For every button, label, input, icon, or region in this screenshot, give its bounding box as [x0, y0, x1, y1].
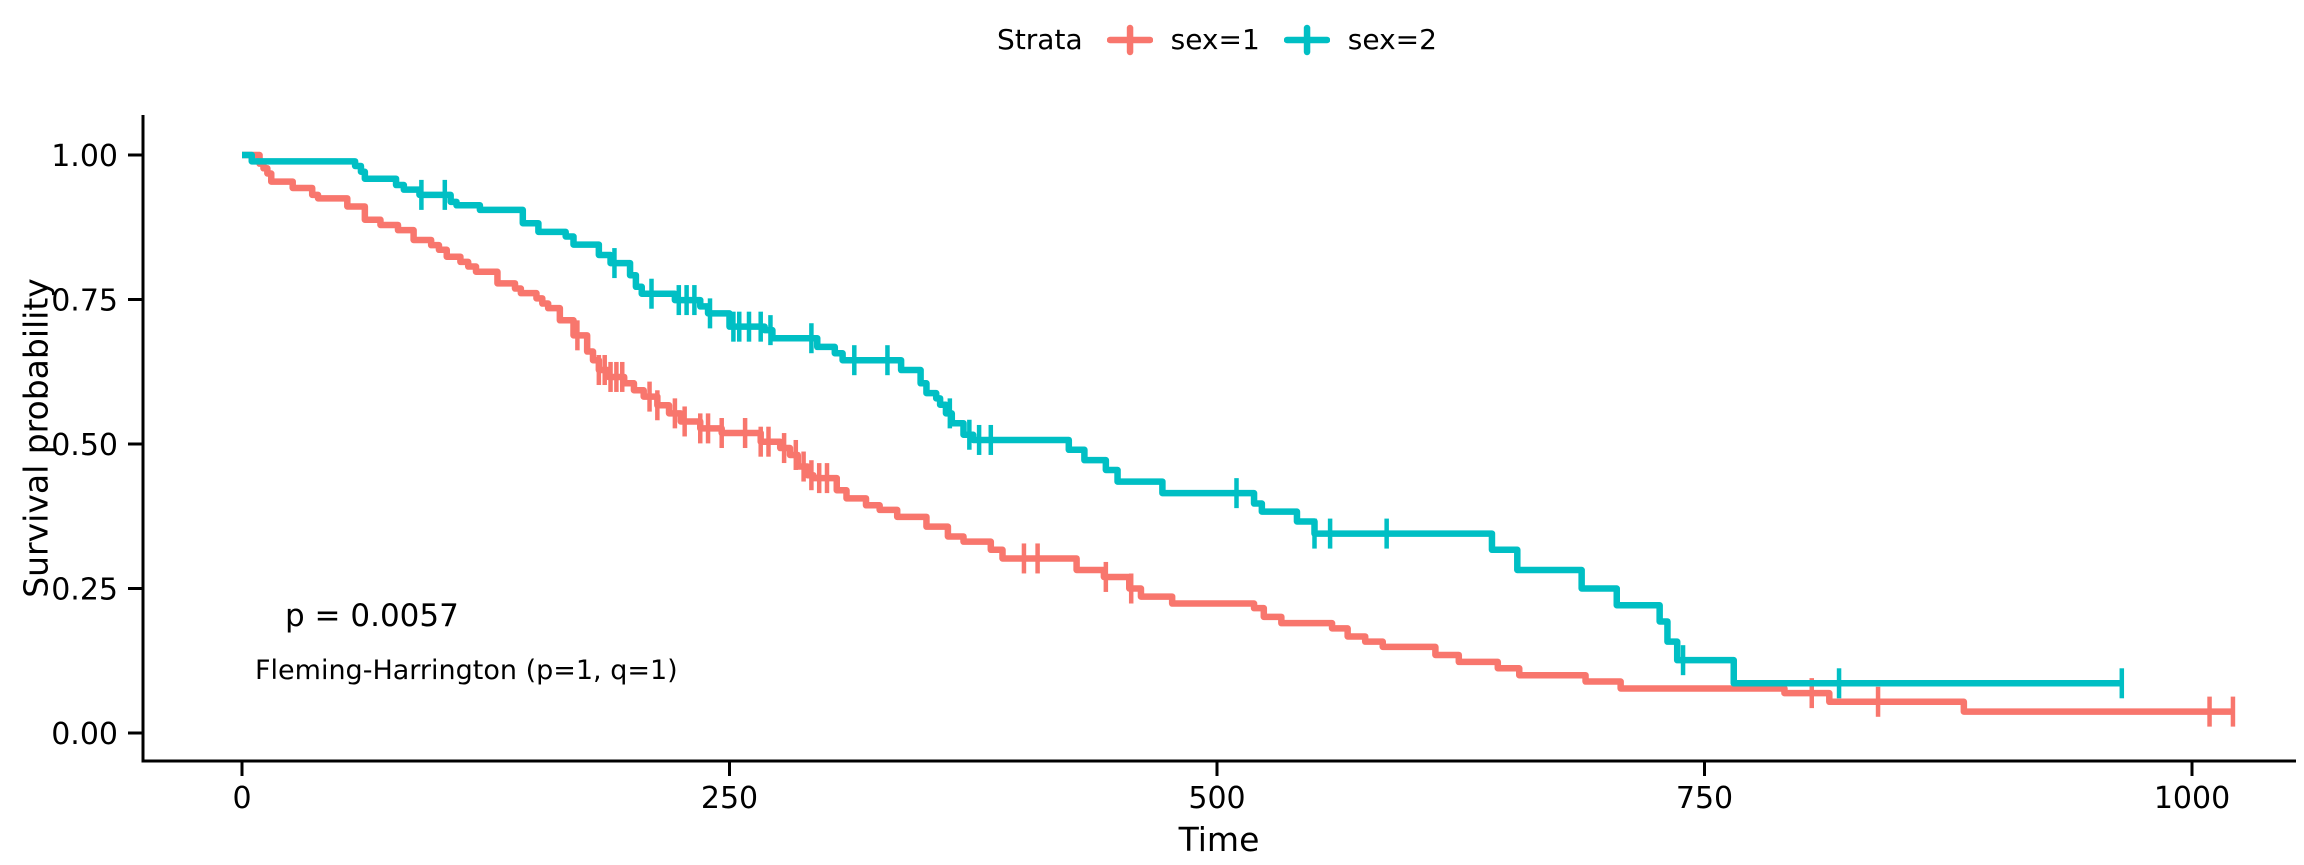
y-tick-label: 0.00 — [51, 717, 118, 752]
x-axis-title: Time — [1178, 820, 1260, 859]
y-axis-title: Survival probability — [16, 278, 56, 598]
legend-label-sex1: sex=1 — [1170, 23, 1260, 56]
survival-curve-sex1 — [242, 151, 2235, 715]
y-tick-label: 0.75 — [51, 284, 118, 319]
series-sex2 — [242, 151, 2125, 699]
x-tick-label: 500 — [1188, 781, 1245, 816]
censor-marks-sex1 — [575, 320, 2236, 727]
legend-title: Strata — [997, 23, 1083, 56]
legend-item-sex1: sex=1 — [1106, 23, 1260, 56]
survival-curve-sex2 — [242, 151, 2124, 687]
series-sex1 — [242, 151, 2236, 727]
p-value-annotation: p = 0.0057 — [285, 598, 459, 634]
legend-label-sex2: sex=2 — [1347, 23, 1437, 56]
censor-plus-icon — [1106, 24, 1153, 56]
censor-marks-sex2 — [419, 179, 2125, 699]
x-tick-label: 0 — [232, 781, 251, 816]
y-tick-label: 0.25 — [51, 573, 118, 608]
legend-item-sex2: sex=2 — [1283, 23, 1437, 56]
x-tick-label: 250 — [701, 781, 758, 816]
y-tick-label: 0.50 — [51, 428, 118, 463]
y-tick-label: 1.00 — [51, 139, 118, 174]
x-tick-label: 1000 — [2154, 781, 2230, 816]
axes: 0.00 0.25 0.50 0.75 1.00 0 250 500 750 1000 — [51, 115, 2296, 816]
test-method-annotation: Fleming-Harrington (p=1, q=1) — [255, 655, 678, 686]
legend: Strata sex=1 sex=2 — [997, 24, 1437, 56]
x-tick-label: 750 — [1676, 781, 1733, 816]
censor-plus-icon — [1283, 24, 1330, 56]
